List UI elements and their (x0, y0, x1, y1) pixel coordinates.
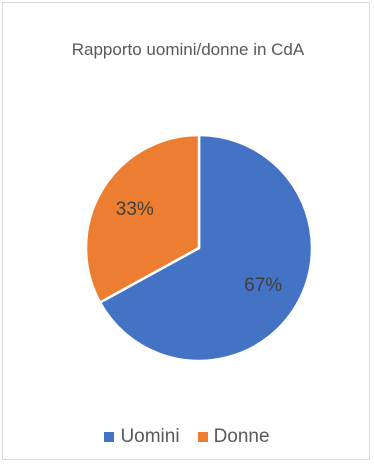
data-label-donne: 33% (116, 199, 154, 220)
chart-area: Rapporto uomini/donne in CdA 67% 33% Uomi… (2, 2, 370, 460)
pie-slice-donne (84, 133, 201, 304)
pie-slice-uomini (98, 133, 314, 363)
legend-item-donne: Donne (197, 426, 270, 448)
legend-swatch-donne (197, 432, 208, 442)
pie-chart: 67% 33% (84, 133, 314, 363)
data-label-uomini: 67% (244, 275, 282, 296)
legend-label-donne: Donne (213, 426, 270, 447)
chart-title: Rapporto uomini/donne in CdA (71, 40, 305, 59)
chart-legend: Uomini Donne (3, 426, 371, 448)
legend-label-uomini: Uomini (120, 426, 180, 447)
legend-item-uomini: Uomini (104, 426, 180, 448)
legend-swatch-uomini (104, 432, 115, 442)
